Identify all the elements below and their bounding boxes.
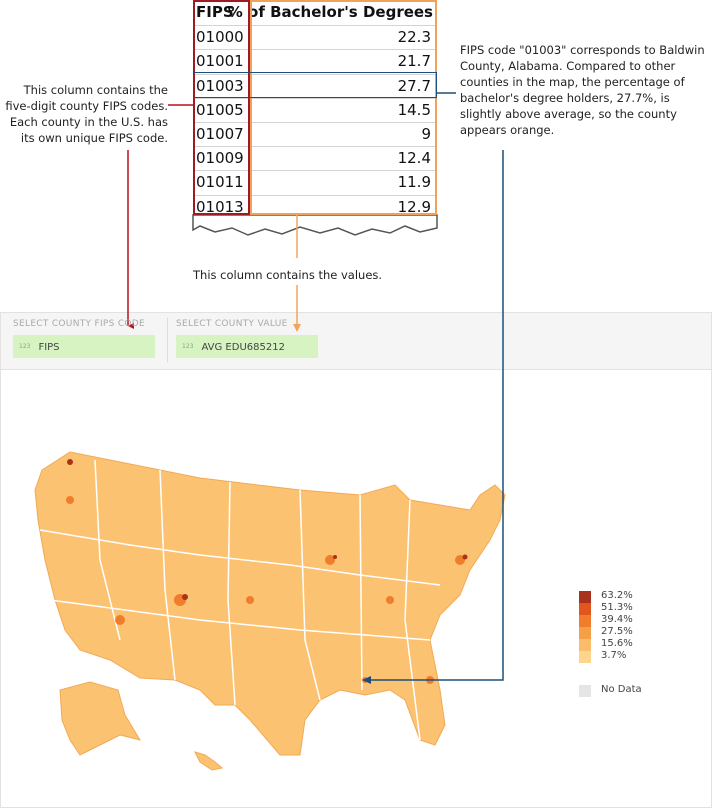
torn-edge (192, 214, 438, 236)
fips-cell: 01000 (196, 28, 244, 47)
legend-swatch (579, 603, 591, 615)
fips-field[interactable]: 123 FIPS (13, 335, 155, 358)
highlight-note: FIPS code "01003" corresponds to Baldwin… (460, 43, 705, 137)
fips-cell: 01007 (196, 125, 244, 143)
fips-cell: 01001 (196, 52, 244, 71)
legend-label: 39.4% (601, 614, 633, 625)
value-column-outline (250, 0, 437, 215)
value-cell: 22.3 (397, 28, 431, 47)
value-label: SELECT COUNTY VALUE (176, 319, 288, 329)
fips-cell: 01005 (196, 100, 244, 119)
panel-divider (167, 318, 168, 362)
value-cell: 21.7 (397, 52, 431, 71)
value-note: This column contains the values. (193, 268, 383, 282)
legend: 63.2% 51.3% 39.4% 27.5% 15.6% 3.7% No Data (579, 590, 679, 711)
value-cell: 14.5 (397, 100, 431, 119)
legend-swatch (579, 651, 591, 663)
highlight-arrow (370, 150, 504, 681)
legend-label: 51.3% (601, 602, 633, 613)
row-line (193, 194, 437, 196)
header-fips: FIPS (196, 3, 234, 21)
field-type: 123 (19, 343, 31, 350)
fips-column-outline (193, 0, 250, 215)
fips-cell: 01013 (196, 197, 244, 216)
row-line (193, 170, 437, 172)
row-highlight (193, 71, 437, 98)
legend-label: No Data (601, 684, 642, 695)
fips-note: This column contains the five-digit coun… (5, 83, 168, 145)
legend-swatch (579, 591, 591, 603)
value-arrowhead (293, 324, 301, 332)
field-type: 123 (182, 343, 194, 350)
legend-swatch (579, 615, 591, 627)
value-cell: 12.4 (397, 149, 431, 168)
fips-cell: 01009 (196, 149, 244, 168)
row-line (193, 49, 437, 51)
legend-label: 27.5% (601, 626, 633, 637)
value-cell: 12.9 (397, 197, 431, 216)
row-line (193, 122, 437, 123)
row-line (193, 146, 437, 148)
row-line (193, 97, 437, 99)
legend-label: 3.7% (601, 650, 627, 661)
hawaii (194, 751, 224, 771)
state-borders (39, 459, 441, 741)
us-map (34, 451, 506, 771)
legend-label: 63.2% (601, 590, 633, 601)
county-texture-dark (67, 459, 468, 600)
fips-cell: 01003 (196, 76, 244, 95)
value-cell: 27.7 (397, 76, 431, 95)
value-cell: 11.9 (397, 173, 431, 192)
row-line (193, 73, 437, 75)
legend-swatch (579, 685, 591, 697)
legend-swatch (579, 639, 591, 651)
alaska (59, 681, 142, 756)
value-cell: 9 (421, 125, 431, 143)
highlight-arrowhead (362, 676, 371, 684)
value-field[interactable]: 123 AVG EDU685212 (176, 335, 318, 358)
fips-label: SELECT COUNTY FIPS CODE (13, 319, 146, 329)
field-name: FIPS (38, 342, 60, 353)
header-value: % of Bachelor's Degrees (227, 3, 433, 21)
fips-cell: 01011 (196, 173, 244, 192)
legend-swatch (579, 627, 591, 639)
table-bg (193, 0, 437, 215)
county-texture (66, 496, 465, 684)
legend-label: 15.6% (601, 638, 633, 649)
data-table: FIPS% of Bachelor's Degrees 01000 22.3 0100… (193, 0, 437, 216)
row-line (193, 25, 437, 27)
field-name: AVG EDU685212 (201, 342, 285, 353)
